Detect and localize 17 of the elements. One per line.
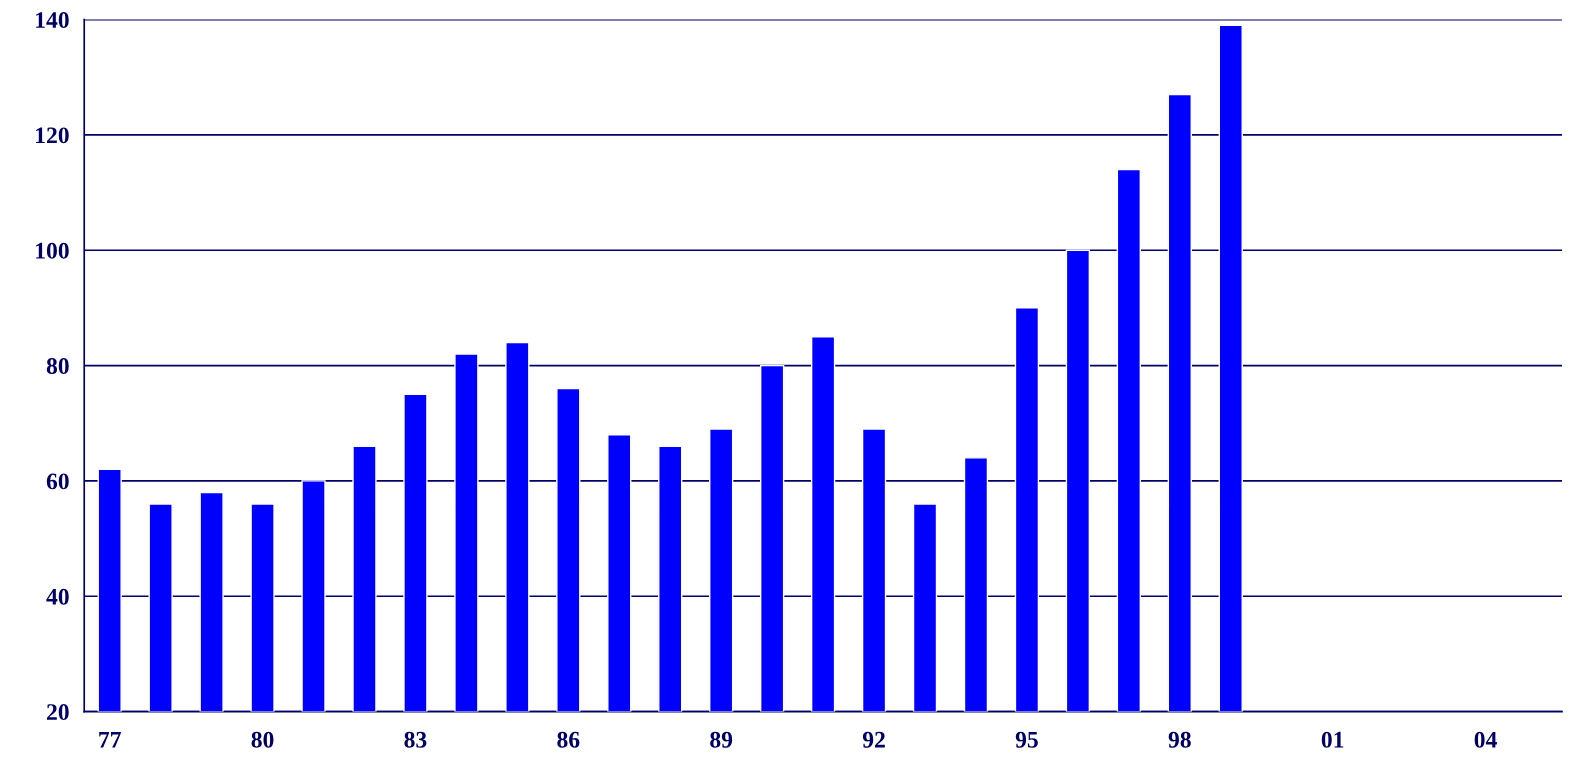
y-tick-label: 140 bbox=[36, 12, 69, 28]
x-tick-label: 83 bbox=[404, 731, 427, 748]
x-tick-label: 77 bbox=[99, 731, 121, 748]
x-tick-label: 92 bbox=[862, 731, 885, 748]
x-tick-label: 89 bbox=[710, 731, 733, 748]
y-tick-label: 40 bbox=[46, 588, 69, 605]
x-tick-label: 86 bbox=[557, 731, 580, 748]
x-tick-label: 04 bbox=[1474, 731, 1497, 748]
x-tick-label: 01 bbox=[1321, 731, 1344, 748]
y-tick-label: 100 bbox=[36, 242, 69, 259]
y-tick-label: 80 bbox=[46, 358, 69, 375]
y-tick-label: 120 bbox=[36, 127, 69, 144]
y-tick-label: 20 bbox=[47, 704, 69, 721]
y-tick-label: 60 bbox=[46, 473, 69, 490]
x-tick-label: 80 bbox=[251, 731, 274, 748]
x-tick-label: 95 bbox=[1015, 731, 1038, 748]
x-tick-label: 98 bbox=[1168, 731, 1191, 748]
